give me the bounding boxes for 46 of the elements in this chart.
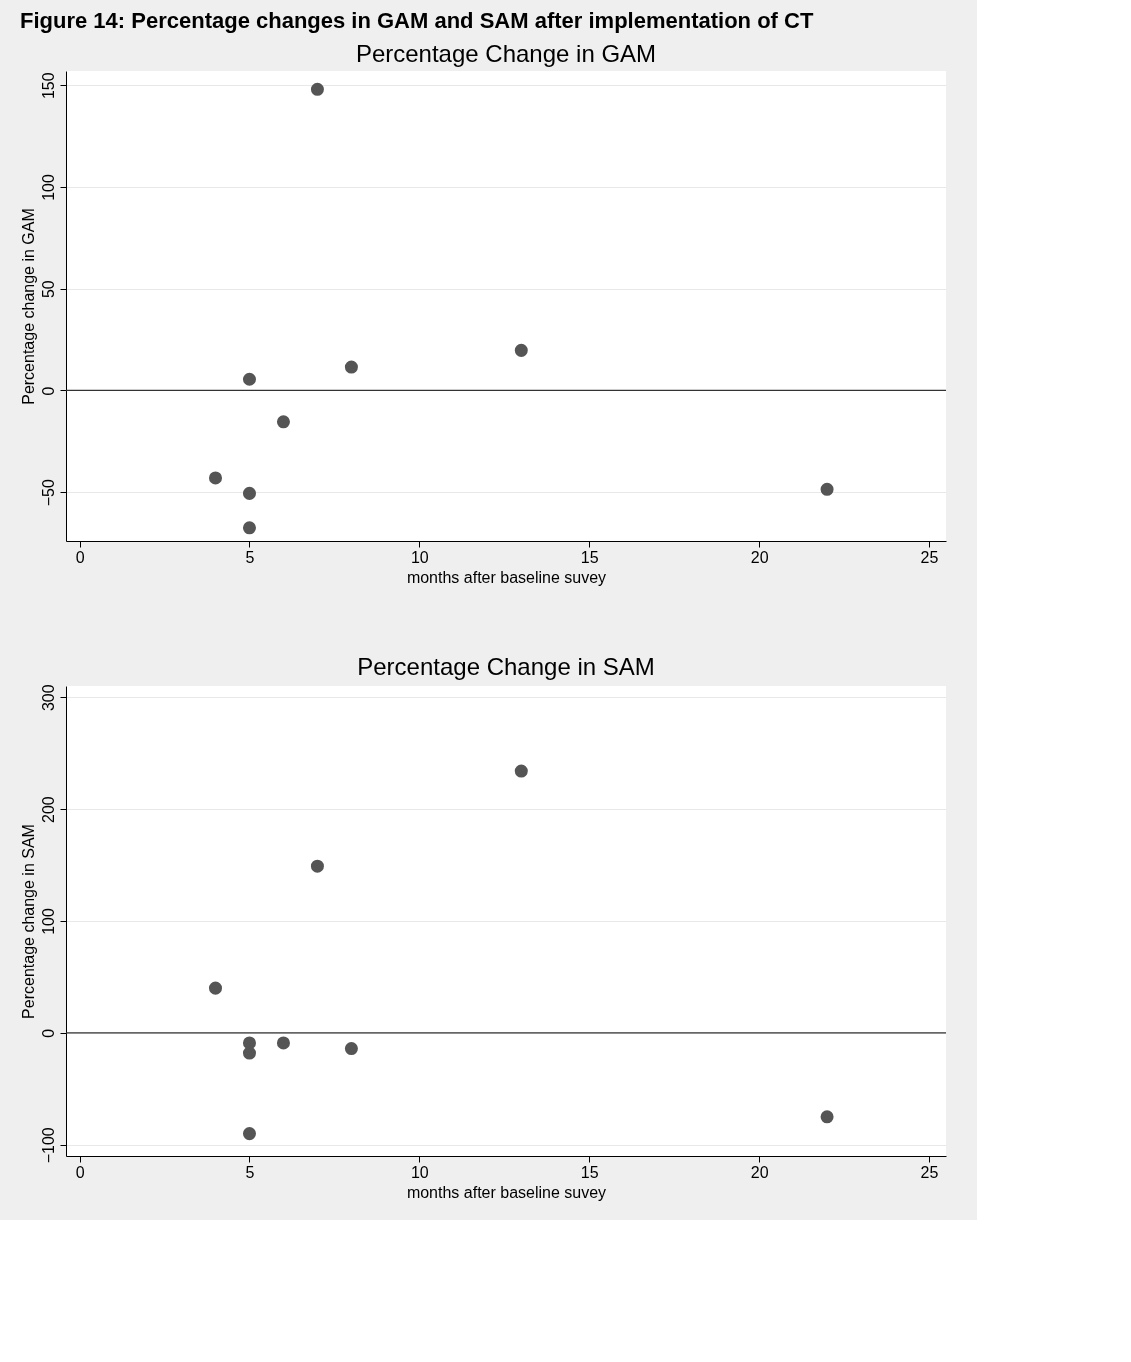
x-axis-title: months after baseline suvey bbox=[406, 1183, 607, 1201]
point bbox=[276, 1036, 290, 1050]
x-tick-label: 15 bbox=[580, 1163, 599, 1181]
point bbox=[820, 1110, 834, 1124]
x-axis-title: months after baseline suvey bbox=[406, 568, 607, 586]
y-tick-label: 300 bbox=[39, 684, 57, 712]
x-tick-label: 10 bbox=[410, 548, 429, 566]
y-tick-label: 50 bbox=[39, 280, 57, 299]
y-tick-label: −50 bbox=[39, 479, 57, 507]
point bbox=[344, 360, 358, 374]
y-axis-title: Percentage change in GAM bbox=[19, 208, 37, 405]
point bbox=[242, 1127, 256, 1141]
y-tick-label: −100 bbox=[39, 1127, 57, 1164]
x-tick-label: 20 bbox=[750, 548, 769, 566]
y-tick-label: 100 bbox=[39, 174, 57, 201]
x-tick-label: 20 bbox=[750, 1163, 769, 1181]
point bbox=[242, 521, 256, 535]
point bbox=[310, 82, 324, 96]
point bbox=[820, 482, 834, 496]
point bbox=[276, 415, 290, 429]
chart-title: Percentage Change in GAM bbox=[355, 40, 657, 67]
point bbox=[310, 859, 324, 873]
y-axis-title: Percentage change in SAM bbox=[19, 824, 37, 1019]
x-tick-label: 0 bbox=[75, 1163, 85, 1181]
x-tick-label: 25 bbox=[920, 1163, 939, 1181]
x-tick-label: 25 bbox=[920, 548, 939, 566]
y-tick-label: 100 bbox=[39, 908, 57, 935]
y-tick-label: 150 bbox=[39, 72, 57, 100]
point bbox=[208, 981, 223, 995]
x-tick-label: 5 bbox=[245, 1163, 255, 1181]
point bbox=[208, 471, 223, 485]
x-tick-label: 15 bbox=[580, 548, 599, 566]
y-tick-label: 0 bbox=[39, 386, 57, 396]
point bbox=[242, 1046, 256, 1060]
caption: Figure 14: Percentage changes in GAM and SAM after implementation of CT bbox=[20, 8, 814, 33]
x-tick-label: 5 bbox=[245, 548, 255, 566]
point bbox=[242, 486, 256, 500]
x-tick-label: 0 bbox=[75, 548, 85, 566]
point bbox=[514, 764, 528, 778]
chart-title: Percentage Change in SAM bbox=[357, 652, 655, 680]
x-tick-label: 10 bbox=[410, 1163, 429, 1181]
point bbox=[514, 343, 528, 357]
point bbox=[344, 1042, 358, 1056]
y-tick-label: 200 bbox=[39, 796, 57, 823]
y-tick-label: 0 bbox=[39, 1028, 57, 1038]
point bbox=[242, 372, 256, 386]
